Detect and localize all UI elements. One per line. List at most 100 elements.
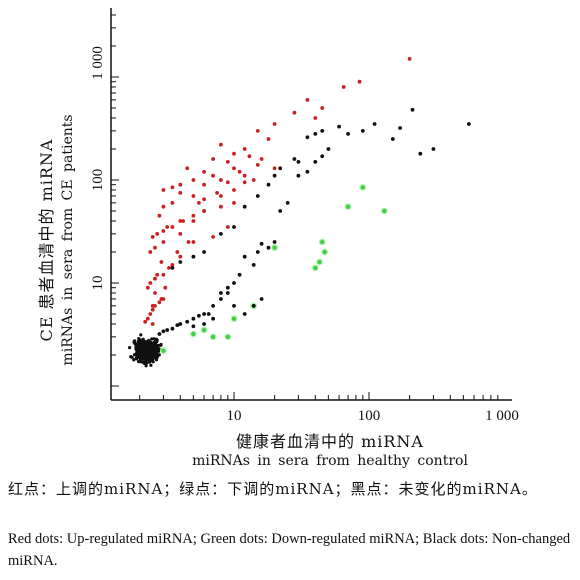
scatter-chart: 10 100 1 000 10 100 1 000 健康者血清中的 miRNA … <box>37 8 519 469</box>
cluster-point <box>133 341 137 345</box>
non-changed-mirna-point <box>296 173 301 178</box>
axis-titles: 健康者血清中的 miRNA miRNAs in sera from health… <box>37 114 468 469</box>
up-regulated-mirna-point <box>191 219 196 223</box>
non-changed-mirna-point <box>211 316 216 321</box>
up-regulated-mirna-point <box>157 300 162 305</box>
down-regulated-mirna-point <box>317 259 322 265</box>
non-changed-mirna-point <box>242 312 247 316</box>
y-axis-title: CE 患者血清中的 miRNA <box>37 139 56 342</box>
up-regulated-mirna-point <box>232 151 236 156</box>
axes <box>110 8 512 401</box>
up-regulated-mirna-point <box>161 229 166 233</box>
up-regulated-mirna-point <box>170 225 175 229</box>
cluster-point <box>142 361 146 365</box>
non-changed-mirna-point <box>398 126 402 130</box>
up-regulated-mirna-point <box>148 281 153 285</box>
non-changed-mirna-point <box>219 297 223 301</box>
down-regulated-mirna-point <box>322 249 327 255</box>
cluster-point <box>149 340 153 344</box>
cluster-point <box>146 354 150 358</box>
cluster-point <box>142 350 146 354</box>
non-changed-mirna-point <box>202 322 207 326</box>
non-changed-mirna-point <box>170 266 175 270</box>
non-changed-mirna-point <box>278 166 283 171</box>
non-changed-mirna-point <box>266 245 271 250</box>
non-changed-mirna-point <box>346 132 350 136</box>
y-tick-label-10: 10 <box>90 276 106 291</box>
non-changed-mirna-point <box>165 328 170 332</box>
up-regulated-mirna-point <box>232 188 236 192</box>
up-regulated-mirna-point <box>155 272 160 277</box>
cluster-point <box>148 356 152 360</box>
cluster-point <box>130 355 134 360</box>
cluster-point <box>139 360 143 364</box>
up-regulated-mirna-point <box>148 312 153 316</box>
non-changed-mirna-point <box>272 173 277 178</box>
cluster-point <box>132 358 136 362</box>
up-regulated-mirna-point <box>320 106 325 110</box>
y-tick-label-1000: 1 000 <box>90 46 106 80</box>
cluster-point <box>159 342 163 347</box>
non-changed-mirna-point <box>313 160 318 164</box>
non-changed-mirna-point <box>178 260 183 264</box>
data-points <box>128 57 471 368</box>
cluster-point <box>155 355 159 359</box>
up-regulated-mirna-point <box>211 173 216 178</box>
x-axis-title: 健康者血清中的 miRNA <box>236 432 424 451</box>
up-regulated-mirna-point <box>150 307 155 312</box>
up-regulated-mirna-point <box>165 225 170 229</box>
non-changed-mirna-point <box>178 322 183 326</box>
non-changed-mirna-point <box>266 182 271 187</box>
up-regulated-mirna-point <box>251 178 256 182</box>
non-changed-mirna-point <box>326 147 331 151</box>
up-regulated-mirna-point <box>305 98 310 102</box>
caption-english: Red dots: Up-regulated miRNA; Green dots… <box>8 531 571 569</box>
non-changed-mirna-point <box>360 129 365 133</box>
non-changed-mirna-point <box>211 304 216 308</box>
up-regulated-mirna-point <box>170 201 175 205</box>
cluster-point <box>152 352 156 356</box>
up-regulated-mirna-point <box>272 122 277 126</box>
non-changed-mirna-point <box>467 122 471 126</box>
down-regulated-mirna-point <box>382 208 387 214</box>
non-changed-mirna-point <box>191 316 196 321</box>
up-regulated-mirna-point <box>259 157 264 161</box>
non-changed-mirna-point <box>175 323 180 327</box>
up-regulated-mirna-point <box>161 272 166 277</box>
non-changed-mirna-point <box>313 132 318 136</box>
down-regulated-mirna-point <box>231 316 237 321</box>
x-axis-title-en: miRNAs in sera from healthy control <box>192 453 468 469</box>
up-regulated-mirna-point <box>157 213 162 218</box>
up-regulated-mirna-point <box>357 79 362 84</box>
cluster-point <box>132 353 137 357</box>
non-changed-mirna-point <box>255 194 260 198</box>
up-regulated-mirna-point <box>161 240 166 244</box>
non-changed-mirna-point <box>219 232 223 236</box>
cluster-point <box>138 338 142 342</box>
non-changed-mirna-point <box>206 312 211 316</box>
cluster-point <box>151 360 155 364</box>
up-regulated-mirna-point <box>202 182 207 187</box>
non-changed-mirna-point <box>259 241 264 246</box>
non-changed-mirna-point <box>418 151 423 156</box>
cluster-point <box>139 333 143 337</box>
up-regulated-mirna-point <box>161 204 166 209</box>
up-regulated-mirna-point <box>181 219 186 223</box>
cluster-point <box>150 343 154 347</box>
up-regulated-mirna-point <box>163 285 168 290</box>
up-regulated-mirna-point <box>150 304 155 308</box>
up-regulated-mirna-point <box>219 194 223 198</box>
up-regulated-mirna-point <box>225 160 230 164</box>
up-regulated-mirna-point <box>170 185 175 190</box>
non-changed-mirna-point <box>185 319 190 324</box>
down-regulated-mirna-point <box>191 331 196 337</box>
non-changed-mirna-point <box>251 263 256 267</box>
tick-labels: 10 100 1 000 10 100 1 000 <box>90 46 519 424</box>
up-regulated-mirna-point <box>153 245 157 250</box>
up-regulated-mirna-point <box>191 194 196 198</box>
non-changed-mirna-point <box>157 332 162 336</box>
up-regulated-mirna-point <box>313 116 318 120</box>
non-changed-mirna-point <box>251 304 256 308</box>
cluster-point <box>137 346 141 350</box>
non-changed-mirna-point <box>285 201 290 205</box>
